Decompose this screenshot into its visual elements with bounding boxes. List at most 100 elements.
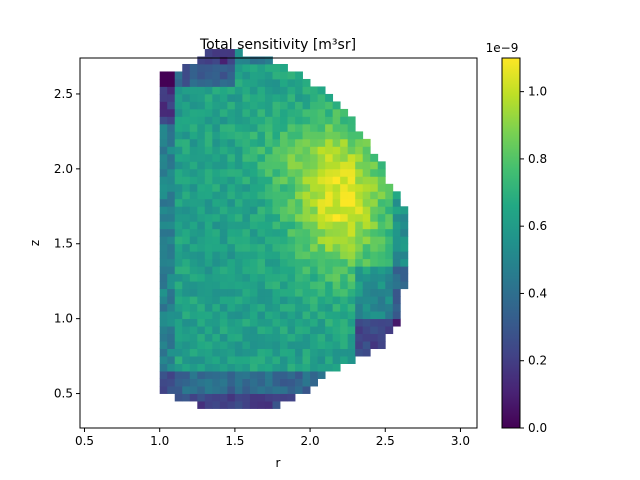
heatmap-cell xyxy=(227,206,236,215)
heatmap-cell xyxy=(174,243,183,252)
heatmap-cell xyxy=(212,311,221,320)
heatmap-cell xyxy=(340,281,349,290)
heatmap-cell xyxy=(310,161,318,170)
heatmap-cell xyxy=(167,251,176,260)
heatmap-cell xyxy=(302,258,311,267)
colorbar-tick-label: 0.2 xyxy=(528,354,547,368)
heatmap-cell xyxy=(264,348,273,357)
heatmap-cell xyxy=(189,116,198,125)
heatmap-cell xyxy=(362,198,371,207)
heatmap-cell xyxy=(325,206,334,215)
heatmap-cell xyxy=(400,243,409,252)
heatmap-cell xyxy=(249,333,258,342)
heatmap-cell xyxy=(159,221,168,230)
heatmap-cell xyxy=(212,49,221,57)
heatmap-cell xyxy=(332,191,341,200)
heatmap-cell xyxy=(370,296,379,305)
heatmap-cell xyxy=(204,258,213,267)
heatmap-cell xyxy=(340,183,349,192)
heatmap-cell xyxy=(219,296,228,305)
heatmap-cell xyxy=(212,236,221,245)
heatmap-cell xyxy=(227,236,236,245)
heatmap-cell xyxy=(197,146,206,155)
heatmap-cell xyxy=(234,288,243,297)
heatmap-cell xyxy=(159,183,168,192)
heatmap-cell xyxy=(167,146,176,155)
heatmap-cell xyxy=(234,281,243,290)
heatmap-cell xyxy=(189,266,198,275)
heatmap-cell xyxy=(310,101,318,110)
heatmap-cell xyxy=(317,243,326,252)
heatmap-cell xyxy=(287,281,296,290)
heatmap-cell xyxy=(377,333,386,342)
heatmap-cell xyxy=(257,251,266,260)
heatmap-cell xyxy=(204,78,213,87)
heatmap-cell xyxy=(340,311,349,320)
heatmap-cell xyxy=(317,288,326,297)
heatmap-cell xyxy=(325,123,334,132)
heatmap-cell xyxy=(392,281,401,290)
heatmap-cell xyxy=(272,318,281,327)
heatmap-cell xyxy=(234,206,243,215)
heatmap-cell xyxy=(197,251,206,260)
heatmap-cell xyxy=(325,116,334,125)
heatmap-cell xyxy=(219,371,228,379)
heatmap-cell xyxy=(167,206,176,215)
heatmap-cell xyxy=(189,168,198,177)
heatmap-cell xyxy=(234,303,243,312)
heatmap-cell xyxy=(182,296,191,305)
heatmap-cell xyxy=(174,378,183,387)
heatmap-cell xyxy=(287,228,296,237)
heatmap-cell xyxy=(204,341,213,350)
heatmap-cell xyxy=(204,371,213,379)
heatmap-cell xyxy=(317,108,326,117)
heatmap-cell xyxy=(280,251,288,260)
heatmap-cell xyxy=(362,288,371,297)
heatmap-cell xyxy=(197,71,206,80)
heatmap-cell xyxy=(370,251,379,260)
heatmap-cell xyxy=(174,348,183,357)
heatmap-cell xyxy=(264,56,273,65)
heatmap-cell xyxy=(204,146,213,155)
heatmap-cell xyxy=(257,206,266,215)
heatmap-cell xyxy=(219,93,228,102)
heatmap-cell xyxy=(197,348,206,357)
heatmap-cell xyxy=(182,386,191,394)
heatmap-cell xyxy=(310,86,318,95)
heatmap-cell xyxy=(182,146,191,155)
heatmap-cell xyxy=(257,393,266,402)
y-tick-label: 2.5 xyxy=(54,87,73,101)
heatmap-cell xyxy=(325,281,334,290)
heatmap-cell xyxy=(377,266,386,275)
heatmap-cell xyxy=(204,288,213,297)
heatmap-cell xyxy=(287,341,296,350)
heatmap-cell xyxy=(174,198,183,207)
heatmap-cell xyxy=(249,101,258,110)
heatmap-cell xyxy=(212,161,221,170)
heatmap-cell xyxy=(392,303,401,312)
heatmap-cell xyxy=(257,221,266,230)
heatmap-cell xyxy=(159,378,168,387)
heatmap-cell xyxy=(355,213,364,222)
heatmap-cell xyxy=(264,86,273,95)
heatmap-cell xyxy=(272,213,281,222)
heatmap-cell xyxy=(182,183,191,192)
heatmap-cell xyxy=(174,273,183,282)
heatmap-cell xyxy=(242,266,251,275)
heatmap-cell xyxy=(159,341,168,350)
heatmap-cell xyxy=(385,281,394,290)
heatmap-cell xyxy=(167,183,176,192)
heatmap-cell xyxy=(310,326,318,335)
heatmap-cell xyxy=(325,333,334,342)
heatmap-cell xyxy=(234,138,243,147)
heatmap-cell xyxy=(370,161,379,170)
heatmap-cell xyxy=(242,176,251,185)
heatmap-cell xyxy=(249,63,258,72)
heatmap-cell xyxy=(340,161,349,170)
heatmap-cell xyxy=(182,378,191,387)
heatmap-cell xyxy=(280,393,288,402)
heatmap-cell xyxy=(159,86,168,95)
heatmap-cell xyxy=(197,191,206,200)
heatmap-cell xyxy=(249,206,258,215)
heatmap-cell xyxy=(182,78,191,87)
